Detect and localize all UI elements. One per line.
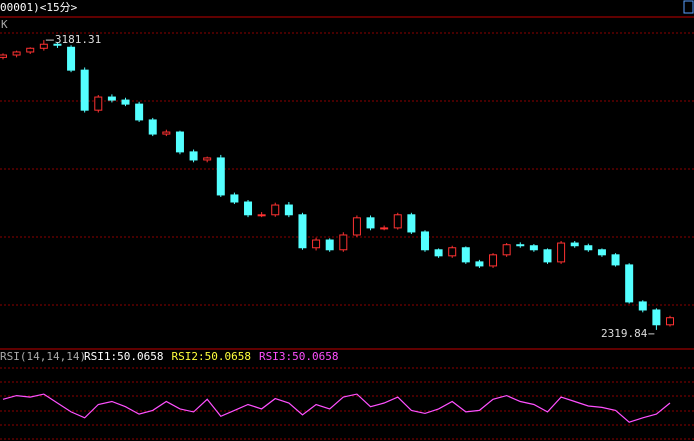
candle-body (121, 99, 130, 105)
rsi-line (2, 393, 671, 423)
candle-body (366, 217, 375, 229)
candle-body (502, 244, 511, 256)
candle-body (107, 96, 116, 101)
legend-entry: RSI3:50.0658 (259, 350, 338, 363)
candle-body (407, 214, 416, 233)
candle-body (284, 204, 293, 216)
candle-body (611, 254, 620, 266)
candle-body (584, 245, 593, 251)
panel-label: K (1, 18, 8, 31)
candle-body (638, 301, 647, 311)
legend-entry: RSI2:50.0658 (171, 350, 250, 363)
candle-body (557, 242, 566, 263)
candle-body (148, 119, 157, 135)
candle-body (652, 309, 661, 326)
candle-body (67, 46, 76, 71)
candle-body (448, 247, 457, 257)
candle-body (420, 231, 429, 251)
candle-body (12, 51, 21, 56)
candle-body (203, 157, 212, 161)
candle-body (325, 239, 334, 251)
candle-body (53, 43, 62, 46)
candle-body (230, 194, 239, 203)
candle-body (352, 217, 361, 236)
candle-body (244, 201, 253, 216)
candle-body (162, 131, 171, 135)
candle-body (216, 157, 225, 196)
candle-body (298, 214, 307, 249)
chart-title: 00001)<15分> (0, 1, 78, 14)
candle-body (489, 254, 498, 267)
candle-body (0, 54, 7, 58)
candle-body (393, 214, 402, 229)
candle-body (461, 247, 470, 263)
candle-body (339, 234, 348, 251)
panel-icon[interactable] (683, 0, 694, 14)
candle-body (434, 249, 443, 257)
candle-body (570, 242, 579, 247)
candle-body (94, 96, 103, 111)
candle-body (380, 227, 389, 230)
candle-body (625, 264, 634, 303)
low-label: 2319.84 (601, 327, 648, 340)
candle-body (543, 249, 552, 263)
candle-body (175, 131, 184, 153)
candle-body (597, 249, 606, 256)
candle-body (271, 204, 280, 216)
rsi-title: RSI(14,14,14) (0, 350, 86, 363)
legend-entry: RSI1:50.0658 (84, 350, 163, 363)
candle-body (80, 69, 89, 111)
candle-body (39, 43, 48, 49)
candle-body (257, 214, 266, 217)
candle-body (26, 47, 35, 53)
candle-body (189, 151, 198, 161)
candle-body (516, 244, 525, 247)
candle-body (312, 239, 321, 249)
candle-body (475, 261, 484, 267)
candle-body (135, 103, 144, 121)
candle-body (666, 317, 674, 326)
candle-body (529, 245, 538, 251)
high-label: 3181.31 (55, 33, 101, 46)
